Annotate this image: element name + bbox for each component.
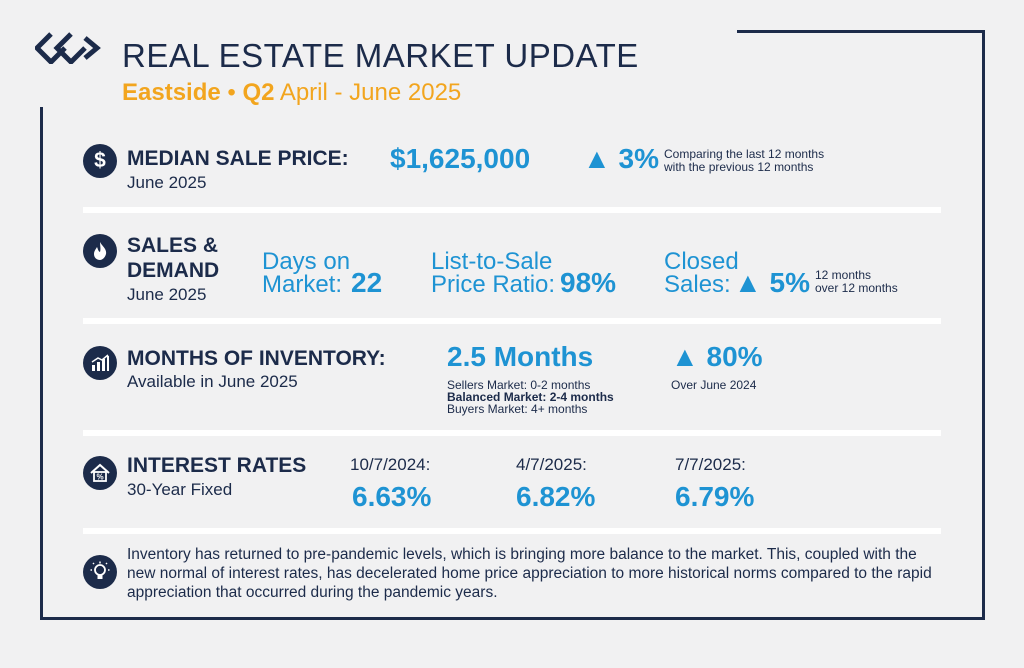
rate-date: 10/7/2024: <box>350 455 431 474</box>
median-note-line2: with the previous 12 months <box>664 160 814 174</box>
dom-label-line2: Market: <box>262 271 343 298</box>
median-value: $1,625,000 <box>390 143 531 174</box>
inventory-change: ▲ 80% <box>671 341 763 372</box>
closed-value: ▲ 5% <box>734 267 810 298</box>
median-date: June 2025 <box>127 173 207 192</box>
quarter-label: Q2 <box>242 79 275 106</box>
ratio-value: 98% <box>560 267 617 298</box>
section-divider <box>83 318 941 324</box>
inventory-label: MONTHS OF INVENTORY: <box>127 347 386 370</box>
section-divider <box>83 207 941 213</box>
ratio-label-line2: Price Ratio: <box>431 271 556 298</box>
page-title: REAL ESTATE MARKET UPDATE <box>122 37 639 74</box>
page-subtitle: Eastside • Q2 April - June 2025 <box>122 79 461 107</box>
median-change: ▲ 3% <box>583 143 659 174</box>
dom-label-line1: Days on <box>262 248 351 275</box>
period-label: April - June 2025 <box>279 79 462 106</box>
closed-note-line2: over 12 months <box>815 281 898 295</box>
svg-text:%: % <box>96 473 103 482</box>
median-note-line1: Comparing the last 12 months <box>664 147 825 161</box>
closed-label-line1: Closed <box>664 248 739 275</box>
rate-value: 6.82% <box>516 481 596 512</box>
frame-left-line <box>40 107 43 620</box>
flame-icon <box>83 234 117 268</box>
balanced-market: Balanced Market: 2-4 months <box>447 390 614 404</box>
frame-top-line <box>737 30 985 33</box>
inventory-change-note: Over June 2024 <box>671 378 757 392</box>
buyers-market: Buyers Market: 4+ months <box>447 402 588 416</box>
closed-label-line2: Sales: <box>664 271 731 298</box>
sellers-market: Sellers Market: 0-2 months <box>447 378 591 392</box>
separator-bullet: • <box>227 79 236 106</box>
dollar-icon: $ <box>83 144 117 178</box>
rate-date: 7/7/2025: <box>675 455 746 474</box>
closed-note-line1: 12 months <box>815 268 872 282</box>
lightbulb-icon <box>83 555 117 589</box>
section-divider <box>83 528 941 534</box>
logo-icon <box>35 32 101 64</box>
frame-bottom-line <box>40 617 985 620</box>
rate-date: 4/7/2025: <box>516 455 587 474</box>
frame-right-line <box>982 30 985 620</box>
rate-value: 6.79% <box>675 481 755 512</box>
sales-label-line2: DEMAND <box>127 259 220 282</box>
sales-date: June 2025 <box>127 285 207 304</box>
median-label: MEDIAN SALE PRICE: <box>127 147 349 170</box>
bar-chart-icon <box>83 346 117 380</box>
sales-label-line1: SALES & <box>127 234 219 257</box>
ratio-label-line1: List-to-Sale <box>431 248 553 275</box>
house-percent-icon: % <box>83 456 117 490</box>
rates-sub: 30-Year Fixed <box>127 480 233 499</box>
dom-value: 22 <box>351 267 383 298</box>
section-divider <box>83 430 941 436</box>
rate-value: 6.63% <box>352 481 432 512</box>
rates-label: INTEREST RATES <box>127 454 307 477</box>
inventory-sub: Available in June 2025 <box>127 372 298 391</box>
footer-note: Inventory has returned to pre-pandemic l… <box>127 546 932 601</box>
inventory-value: 2.5 Months <box>447 341 594 372</box>
region-label: Eastside <box>122 79 221 106</box>
